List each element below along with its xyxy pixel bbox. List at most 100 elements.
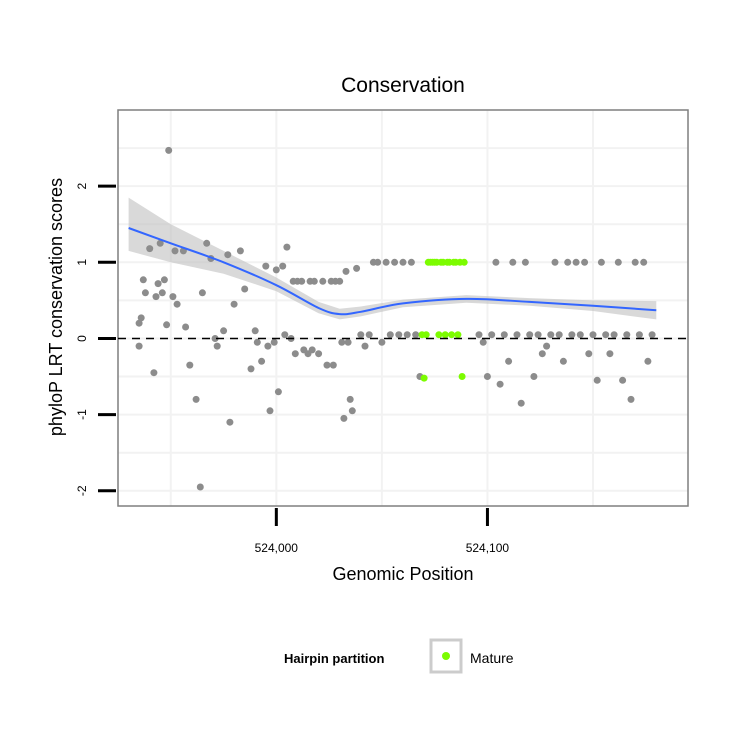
data-point bbox=[576, 331, 584, 339]
data-point bbox=[505, 357, 513, 365]
data-point bbox=[291, 350, 299, 358]
data-point bbox=[391, 258, 399, 266]
x-tick-label: 524,000 bbox=[255, 541, 299, 555]
data-point bbox=[226, 418, 234, 426]
data-point bbox=[399, 258, 407, 266]
data-point bbox=[319, 277, 327, 285]
data-point bbox=[538, 350, 546, 358]
data-point bbox=[614, 258, 622, 266]
data-point-mature bbox=[435, 331, 443, 339]
data-point bbox=[547, 331, 555, 339]
data-point bbox=[281, 331, 289, 339]
data-point bbox=[141, 289, 149, 297]
data-point bbox=[173, 300, 181, 308]
data-point bbox=[192, 395, 200, 403]
data-point bbox=[568, 331, 576, 339]
data-point bbox=[403, 331, 411, 339]
data-point bbox=[378, 338, 386, 346]
legend-key-box bbox=[429, 638, 463, 674]
data-point bbox=[488, 331, 496, 339]
data-point bbox=[555, 331, 563, 339]
legend-label-mature: Mature bbox=[470, 650, 514, 666]
data-point bbox=[150, 369, 158, 377]
data-point bbox=[492, 258, 500, 266]
data-point bbox=[158, 289, 166, 297]
data-point bbox=[253, 338, 261, 346]
data-point bbox=[589, 331, 597, 339]
data-point bbox=[593, 376, 601, 384]
data-point bbox=[619, 376, 627, 384]
y-axis: -2 -1 0 1 2 bbox=[75, 183, 116, 496]
data-point bbox=[230, 300, 238, 308]
data-point bbox=[279, 262, 287, 270]
data-point bbox=[644, 357, 652, 365]
data-point bbox=[627, 395, 635, 403]
data-point bbox=[534, 331, 542, 339]
data-point bbox=[631, 258, 639, 266]
data-point bbox=[640, 258, 648, 266]
data-point bbox=[262, 262, 270, 270]
data-point bbox=[361, 342, 369, 350]
data-point bbox=[198, 289, 206, 297]
data-point bbox=[272, 266, 280, 274]
data-point bbox=[270, 338, 278, 346]
data-point bbox=[329, 361, 337, 369]
smooth-line bbox=[128, 227, 657, 316]
data-point bbox=[264, 342, 272, 350]
data-point bbox=[220, 327, 228, 335]
data-point bbox=[348, 407, 356, 415]
y-tick-label: 1 bbox=[75, 259, 89, 266]
data-point bbox=[346, 395, 354, 403]
data-point bbox=[374, 258, 382, 266]
data-point bbox=[365, 331, 373, 339]
data-point bbox=[211, 335, 219, 342]
data-point-mature bbox=[454, 331, 462, 339]
y-axis-title: phyloP LRT conservation scores bbox=[46, 178, 66, 436]
plot-panel bbox=[117, 109, 689, 507]
data-point bbox=[635, 331, 643, 339]
legend-title: Hairpin partition bbox=[284, 651, 384, 666]
data-point bbox=[163, 321, 171, 329]
data-point-mature bbox=[420, 374, 428, 382]
y-tick-label: -2 bbox=[75, 485, 89, 496]
data-point bbox=[382, 258, 390, 266]
data-point bbox=[315, 350, 323, 358]
data-point bbox=[266, 407, 274, 415]
data-point bbox=[572, 258, 580, 266]
data-point bbox=[196, 483, 204, 491]
data-point bbox=[521, 258, 529, 266]
data-point bbox=[517, 399, 525, 407]
data-point bbox=[139, 276, 147, 284]
data-point bbox=[283, 243, 291, 251]
data-point bbox=[551, 258, 559, 266]
data-point bbox=[395, 331, 403, 339]
legend: Hairpin partition Mature bbox=[284, 638, 514, 674]
data-point-mature bbox=[441, 331, 449, 339]
data-point bbox=[602, 331, 610, 339]
data-point bbox=[357, 331, 365, 339]
data-point bbox=[342, 267, 350, 275]
data-point bbox=[203, 239, 211, 247]
data-point bbox=[338, 338, 346, 346]
data-point bbox=[146, 245, 154, 253]
data-point bbox=[610, 331, 618, 339]
data-point bbox=[597, 258, 605, 266]
data-point bbox=[137, 314, 145, 322]
data-point bbox=[298, 277, 306, 285]
data-point-mature bbox=[460, 258, 468, 266]
smooth-line-group bbox=[128, 227, 657, 316]
data-point bbox=[496, 380, 504, 388]
data-point-mature bbox=[448, 331, 456, 339]
data-point bbox=[509, 258, 517, 266]
data-point bbox=[344, 338, 352, 346]
data-point bbox=[648, 331, 656, 339]
data-point bbox=[323, 361, 331, 369]
y-tick-label: 0 bbox=[75, 335, 89, 342]
data-point bbox=[236, 247, 244, 255]
data-point bbox=[154, 280, 162, 288]
data-point bbox=[135, 319, 143, 327]
data-point bbox=[160, 276, 168, 284]
data-point bbox=[310, 277, 318, 285]
data-point bbox=[169, 293, 177, 301]
data-point bbox=[623, 331, 631, 339]
